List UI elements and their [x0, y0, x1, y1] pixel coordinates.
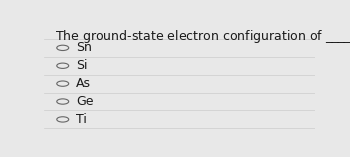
- Text: Si: Si: [76, 59, 88, 72]
- Text: Ti: Ti: [76, 113, 87, 126]
- Text: Ge: Ge: [76, 95, 94, 108]
- Text: As: As: [76, 77, 91, 90]
- Text: Sn: Sn: [76, 41, 92, 54]
- Text: The ground-state electron configuration of _________ is [Ar]4s$^2$3d$^{10}$4p$^2: The ground-state electron configuration …: [55, 27, 350, 47]
